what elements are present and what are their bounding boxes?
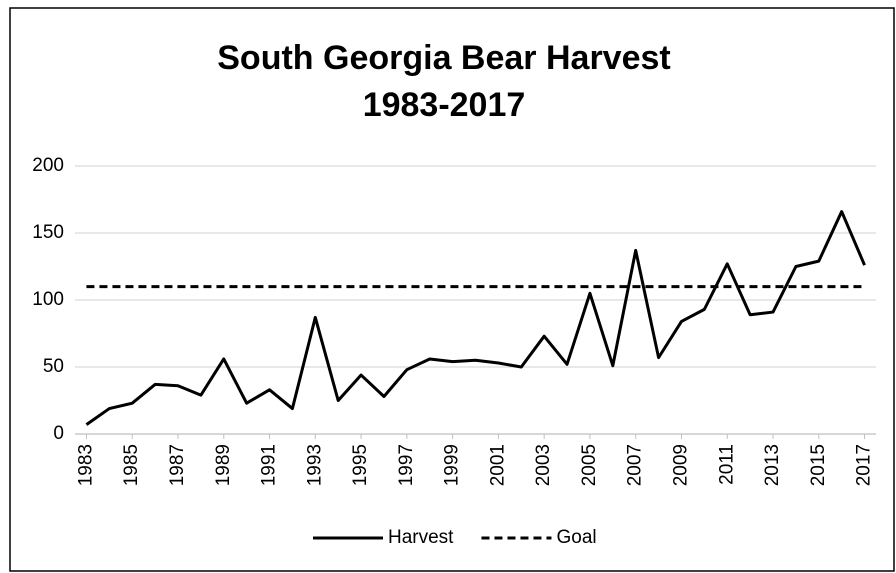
x-tick-label: 1983: [75, 444, 96, 486]
x-tick-label: 2001: [487, 444, 508, 486]
y-tick-label: 100: [32, 289, 64, 310]
x-tick-label: 2017: [854, 444, 875, 486]
x-tick-label: 2005: [579, 444, 600, 486]
y-tick-label: 0: [53, 423, 64, 444]
line-series: [85, 210, 866, 426]
x-tick-label: 1995: [350, 444, 371, 486]
x-tick-label: 2009: [670, 444, 691, 486]
x-tick-label: 2013: [762, 444, 783, 486]
x-tick-label: 1987: [167, 444, 188, 486]
x-tick-label: 1991: [259, 444, 280, 486]
chart-frame: [9, 7, 895, 572]
x-tick-label: 2011: [716, 444, 737, 485]
legend-label: Harvest: [388, 527, 454, 548]
x-tick-label: 2007: [625, 444, 646, 486]
chart-title: 1983-2017: [363, 86, 526, 124]
chart-title: South Georgia Bear Harvest: [217, 39, 670, 77]
x-tick-label: 1989: [213, 444, 234, 486]
x-tick-label: 1997: [396, 444, 417, 486]
x-tick-label: 1993: [304, 444, 325, 486]
x-tick-label: 2015: [808, 444, 829, 486]
y-tick-label: 150: [32, 222, 64, 243]
y-tick-label: 200: [32, 155, 64, 176]
x-tick-label: 2003: [533, 444, 554, 486]
x-tick-label: 1999: [442, 444, 463, 486]
x-tick-label: 1985: [121, 444, 142, 486]
y-tick-label: 50: [43, 356, 64, 377]
legend-label: Goal: [556, 527, 596, 548]
